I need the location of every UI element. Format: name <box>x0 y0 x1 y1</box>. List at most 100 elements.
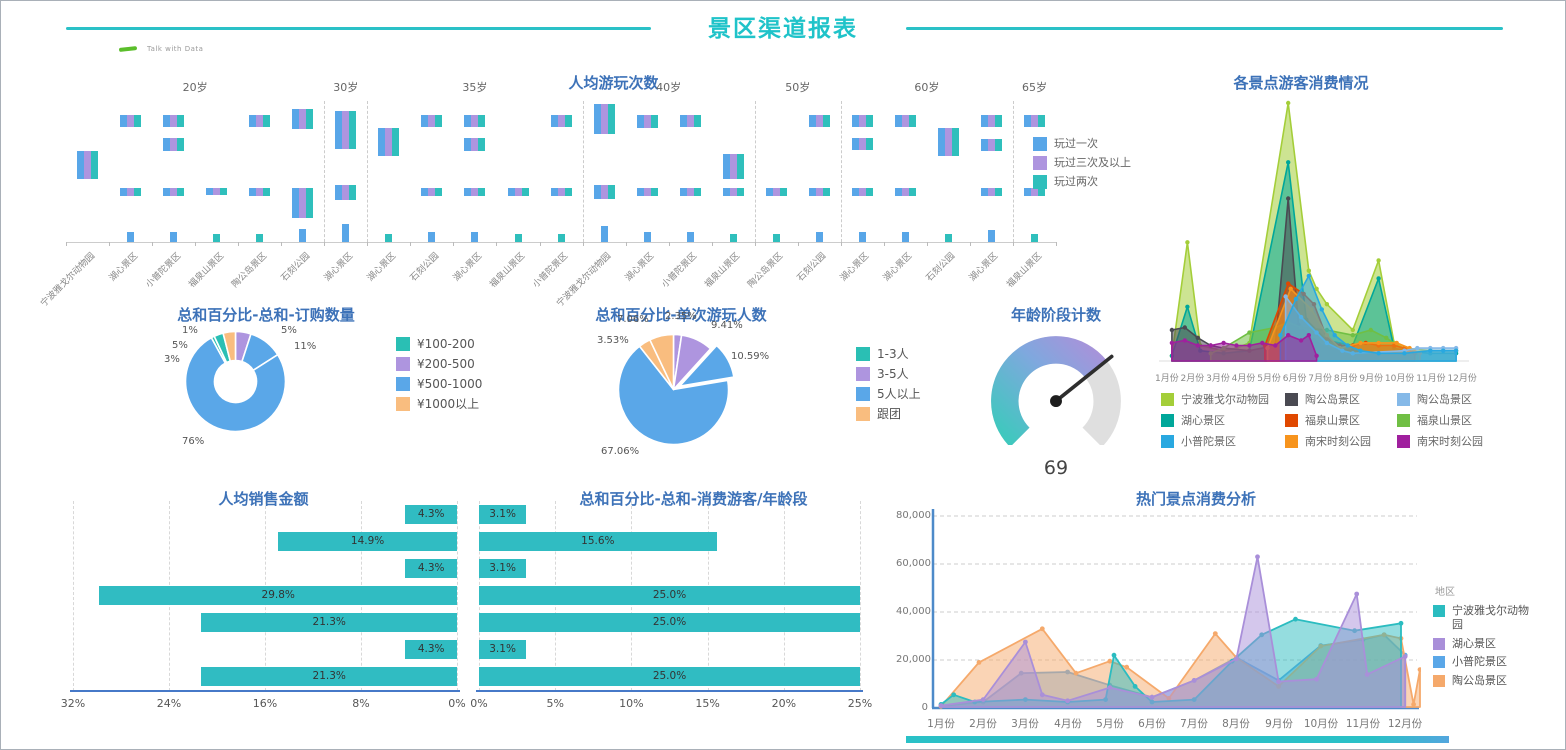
bar-cluster[interactable] <box>507 188 529 196</box>
data-point[interactable] <box>1191 678 1197 683</box>
bar-cluster[interactable] <box>894 115 916 127</box>
bar-cluster[interactable] <box>679 188 701 196</box>
data-point[interactable] <box>1411 702 1416 707</box>
gauge-needle[interactable] <box>1054 354 1114 403</box>
data-point[interactable] <box>1306 268 1311 273</box>
bar-cluster[interactable] <box>464 188 486 196</box>
data-point[interactable] <box>1283 294 1288 299</box>
data-point[interactable] <box>1132 684 1138 689</box>
bar[interactable]: 3.1% <box>479 559 527 578</box>
bar-cluster[interactable] <box>378 128 400 156</box>
data-point[interactable] <box>1354 591 1360 597</box>
legend-item[interactable]: 湖心景区 <box>1161 413 1285 428</box>
bar[interactable]: 4.3% <box>405 640 457 659</box>
legend-item[interactable]: ¥1000以上 <box>396 397 482 412</box>
bar-cluster[interactable] <box>421 188 443 196</box>
data-point[interactable] <box>1314 286 1319 291</box>
bar-cluster[interactable] <box>636 188 658 196</box>
data-point[interactable] <box>1286 333 1291 338</box>
bar-cluster[interactable] <box>335 111 357 149</box>
data-point[interactable] <box>1376 340 1381 346</box>
data-point[interactable] <box>1247 343 1252 348</box>
bar[interactable] <box>514 234 522 242</box>
bar[interactable] <box>557 234 565 242</box>
data-point[interactable] <box>1212 631 1218 636</box>
bar-cluster[interactable] <box>722 188 744 196</box>
data-point[interactable] <box>1182 338 1187 343</box>
legend-item[interactable]: 陶公岛景区 <box>1433 674 1534 688</box>
data-point[interactable] <box>1234 656 1239 662</box>
data-point[interactable] <box>1273 343 1278 348</box>
pie-slice[interactable] <box>617 345 730 446</box>
data-point[interactable] <box>1286 160 1291 165</box>
bar[interactable]: 21.3% <box>201 667 457 686</box>
bar[interactable] <box>643 232 651 242</box>
data-point[interactable] <box>1402 654 1408 659</box>
data-point[interactable] <box>1293 296 1299 302</box>
bar-cluster[interactable] <box>249 188 271 196</box>
data-point[interactable] <box>1149 694 1155 700</box>
data-point[interactable] <box>1306 273 1311 279</box>
legend-item[interactable]: 福泉山景区 <box>1285 413 1397 428</box>
bar-cluster[interactable] <box>163 188 185 196</box>
data-point[interactable] <box>1314 676 1319 682</box>
bar[interactable] <box>1031 234 1038 242</box>
data-point[interactable] <box>1107 685 1113 690</box>
data-point[interactable] <box>1288 286 1293 291</box>
bar[interactable]: 4.3% <box>405 505 457 524</box>
data-point[interactable] <box>1169 327 1175 333</box>
bar-cluster[interactable] <box>464 138 486 151</box>
data-point[interactable] <box>938 703 944 708</box>
data-point[interactable] <box>1185 304 1190 309</box>
bar-cluster[interactable] <box>1024 188 1045 196</box>
bar[interactable] <box>772 234 780 242</box>
legend-item[interactable]: 玩过一次 <box>1033 137 1131 151</box>
data-point[interactable] <box>1023 639 1028 645</box>
bar-cluster[interactable] <box>292 188 314 218</box>
bar-cluster[interactable] <box>550 188 572 196</box>
data-point[interactable] <box>1376 276 1381 281</box>
bar[interactable]: 25.0% <box>479 613 860 632</box>
data-point[interactable] <box>1350 333 1355 338</box>
bar-cluster[interactable] <box>851 115 873 127</box>
data-point[interactable] <box>1345 343 1350 348</box>
pie-slice[interactable] <box>649 333 675 391</box>
bar[interactable] <box>127 232 135 242</box>
data-point[interactable] <box>1358 348 1363 353</box>
data-point[interactable] <box>1398 620 1404 626</box>
pie-slice[interactable] <box>184 336 287 433</box>
data-point[interactable] <box>1255 554 1260 560</box>
bar-cluster[interactable] <box>636 115 658 128</box>
data-point[interactable] <box>1182 325 1187 330</box>
bar-cluster[interactable] <box>679 115 701 127</box>
data-point[interactable] <box>1293 616 1298 622</box>
bar-cluster[interactable] <box>593 185 615 199</box>
bar-cluster[interactable] <box>77 151 98 179</box>
legend-item[interactable]: 陶公岛景区 <box>1397 393 1505 407</box>
bar[interactable] <box>729 234 737 242</box>
data-point[interactable] <box>1276 679 1281 684</box>
bar-cluster[interactable] <box>1024 115 1045 127</box>
bar-cluster[interactable] <box>206 188 228 195</box>
bar[interactable] <box>858 232 866 242</box>
data-point[interactable] <box>1039 692 1045 698</box>
data-point[interactable] <box>1306 333 1311 338</box>
legend-item[interactable]: 宁波雅戈尔动物园 <box>1433 604 1534 632</box>
legend-item[interactable]: ¥500-1000 <box>396 377 482 392</box>
bar-cluster[interactable] <box>249 115 271 127</box>
legend-item[interactable]: 5人以上 <box>856 387 921 402</box>
legend-item[interactable]: ¥100-200 <box>396 337 482 352</box>
data-point[interactable] <box>1234 343 1239 348</box>
bar-cluster[interactable] <box>722 154 744 179</box>
bar-cluster[interactable] <box>464 115 486 127</box>
bar[interactable]: 25.0% <box>479 586 860 605</box>
bar-cluster[interactable] <box>851 138 873 150</box>
data-point[interactable] <box>1278 333 1283 338</box>
data-point[interactable] <box>1221 340 1226 346</box>
legend-item[interactable]: 小普陀景区 <box>1433 655 1534 669</box>
legend-item[interactable]: 玩过三次及以上 <box>1033 156 1131 170</box>
legend-item[interactable]: 3-5人 <box>856 367 921 382</box>
data-point[interactable] <box>1376 258 1381 263</box>
data-point[interactable] <box>1350 327 1355 333</box>
bar[interactable] <box>987 230 995 242</box>
